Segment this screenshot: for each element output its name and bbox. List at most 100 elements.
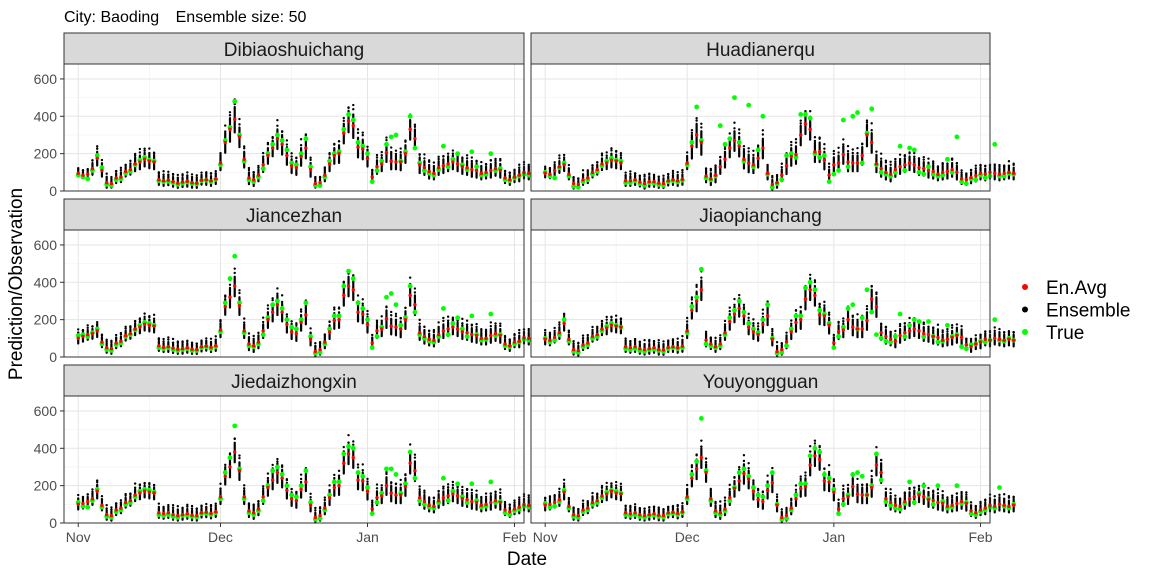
ensemble-point (333, 143, 336, 146)
ensemble-point (280, 300, 284, 304)
en-avg-point (680, 344, 685, 348)
ensemble-point (562, 478, 566, 482)
en-avg-point (470, 499, 474, 504)
ensemble-point (619, 154, 623, 157)
ensemble-point (238, 454, 241, 457)
ensemble-point (328, 488, 331, 492)
facet-title: Youyongguan (703, 372, 819, 393)
en-avg-point (969, 345, 973, 349)
ensemble-point (152, 317, 156, 320)
en-avg-point (742, 471, 746, 476)
ensemble-point (418, 488, 421, 491)
true-point (751, 326, 756, 332)
true-point (308, 334, 313, 339)
ensemble-point (752, 479, 755, 482)
en-avg-point (969, 509, 973, 513)
ensemble-point (285, 313, 289, 316)
ensemble-point (390, 150, 393, 154)
en-avg-point (898, 165, 902, 169)
ensemble-point (889, 491, 892, 495)
en-avg-point (100, 340, 104, 344)
en-avg-point (470, 332, 474, 337)
ensemble-point (252, 504, 255, 508)
ensemble-point (794, 141, 798, 144)
ensemble-point (347, 441, 350, 444)
en-avg-point (408, 127, 412, 132)
en-avg-point (628, 179, 633, 183)
en-avg-point (945, 504, 950, 508)
true-point (689, 140, 695, 145)
true-point (907, 145, 912, 151)
en-avg-point (190, 180, 194, 185)
ensemble-point (993, 329, 996, 333)
true-point (308, 500, 313, 505)
ensemble-point (399, 478, 402, 482)
true-point (779, 349, 785, 355)
en-avg-point (242, 157, 246, 161)
ensemble-point (894, 329, 897, 333)
ensemble-point (690, 128, 694, 132)
en-avg-point (775, 503, 779, 507)
en-avg-point (81, 334, 85, 339)
en-avg-point (199, 345, 204, 349)
ensemble-point (662, 340, 665, 343)
ensemble-point (295, 323, 298, 327)
ensemble-point (456, 485, 459, 489)
true-point (365, 317, 370, 323)
ensemble-point (870, 122, 873, 125)
en-avg-point (775, 180, 779, 185)
en-avg-point (884, 497, 888, 501)
ensemble-point (375, 153, 379, 157)
en-avg-point (86, 332, 90, 337)
true-point (798, 313, 804, 319)
en-avg-point (180, 346, 185, 351)
ensemble-point (685, 316, 689, 320)
true-point (930, 171, 936, 177)
ensemble-point (818, 303, 821, 306)
ensemble-point (162, 337, 165, 341)
true-point (907, 479, 912, 485)
en-avg-point (628, 511, 633, 516)
true-point (911, 147, 917, 153)
ensemble-point (709, 337, 713, 340)
true-point (379, 490, 385, 496)
ensemble-point (950, 158, 954, 161)
en-avg-point (380, 162, 384, 166)
en-avg-point (474, 500, 479, 505)
ensemble-point (671, 169, 675, 173)
en-avg-point (652, 511, 656, 516)
ensemble-point (917, 158, 921, 162)
en-avg-point (432, 504, 436, 508)
y-tick-label: 200 (34, 312, 58, 328)
en-avg-point (228, 295, 232, 299)
ensemble-point (704, 332, 708, 335)
en-avg-point (161, 179, 166, 183)
en-avg-point (567, 172, 571, 176)
ensemble-point (285, 143, 289, 146)
ensemble-point (738, 293, 741, 297)
ensemble-point (633, 505, 637, 509)
ensemble-point (299, 473, 303, 476)
en-avg-point (600, 327, 604, 331)
en-avg-point (978, 171, 983, 175)
ensemble-point (290, 155, 293, 158)
ensemble-point (638, 507, 642, 511)
en-avg-point (1011, 338, 1016, 342)
ensemble-point (276, 292, 279, 295)
en-avg-point (822, 158, 827, 162)
ensemble-point (723, 496, 727, 499)
en-avg-point (209, 511, 213, 515)
en-avg-point (251, 344, 256, 348)
en-avg-point (827, 323, 831, 327)
en-avg-point (389, 324, 393, 328)
en-avg-point (888, 337, 893, 341)
ensemble-point (86, 326, 89, 330)
true-point (992, 317, 998, 323)
en-avg-point (685, 495, 689, 499)
ensemble-point (91, 488, 94, 491)
ensemble-point (328, 484, 331, 487)
ensemble-point (95, 147, 99, 150)
ensemble-point (77, 328, 80, 331)
en-avg-point (114, 176, 118, 180)
ensemble-point (442, 485, 445, 488)
